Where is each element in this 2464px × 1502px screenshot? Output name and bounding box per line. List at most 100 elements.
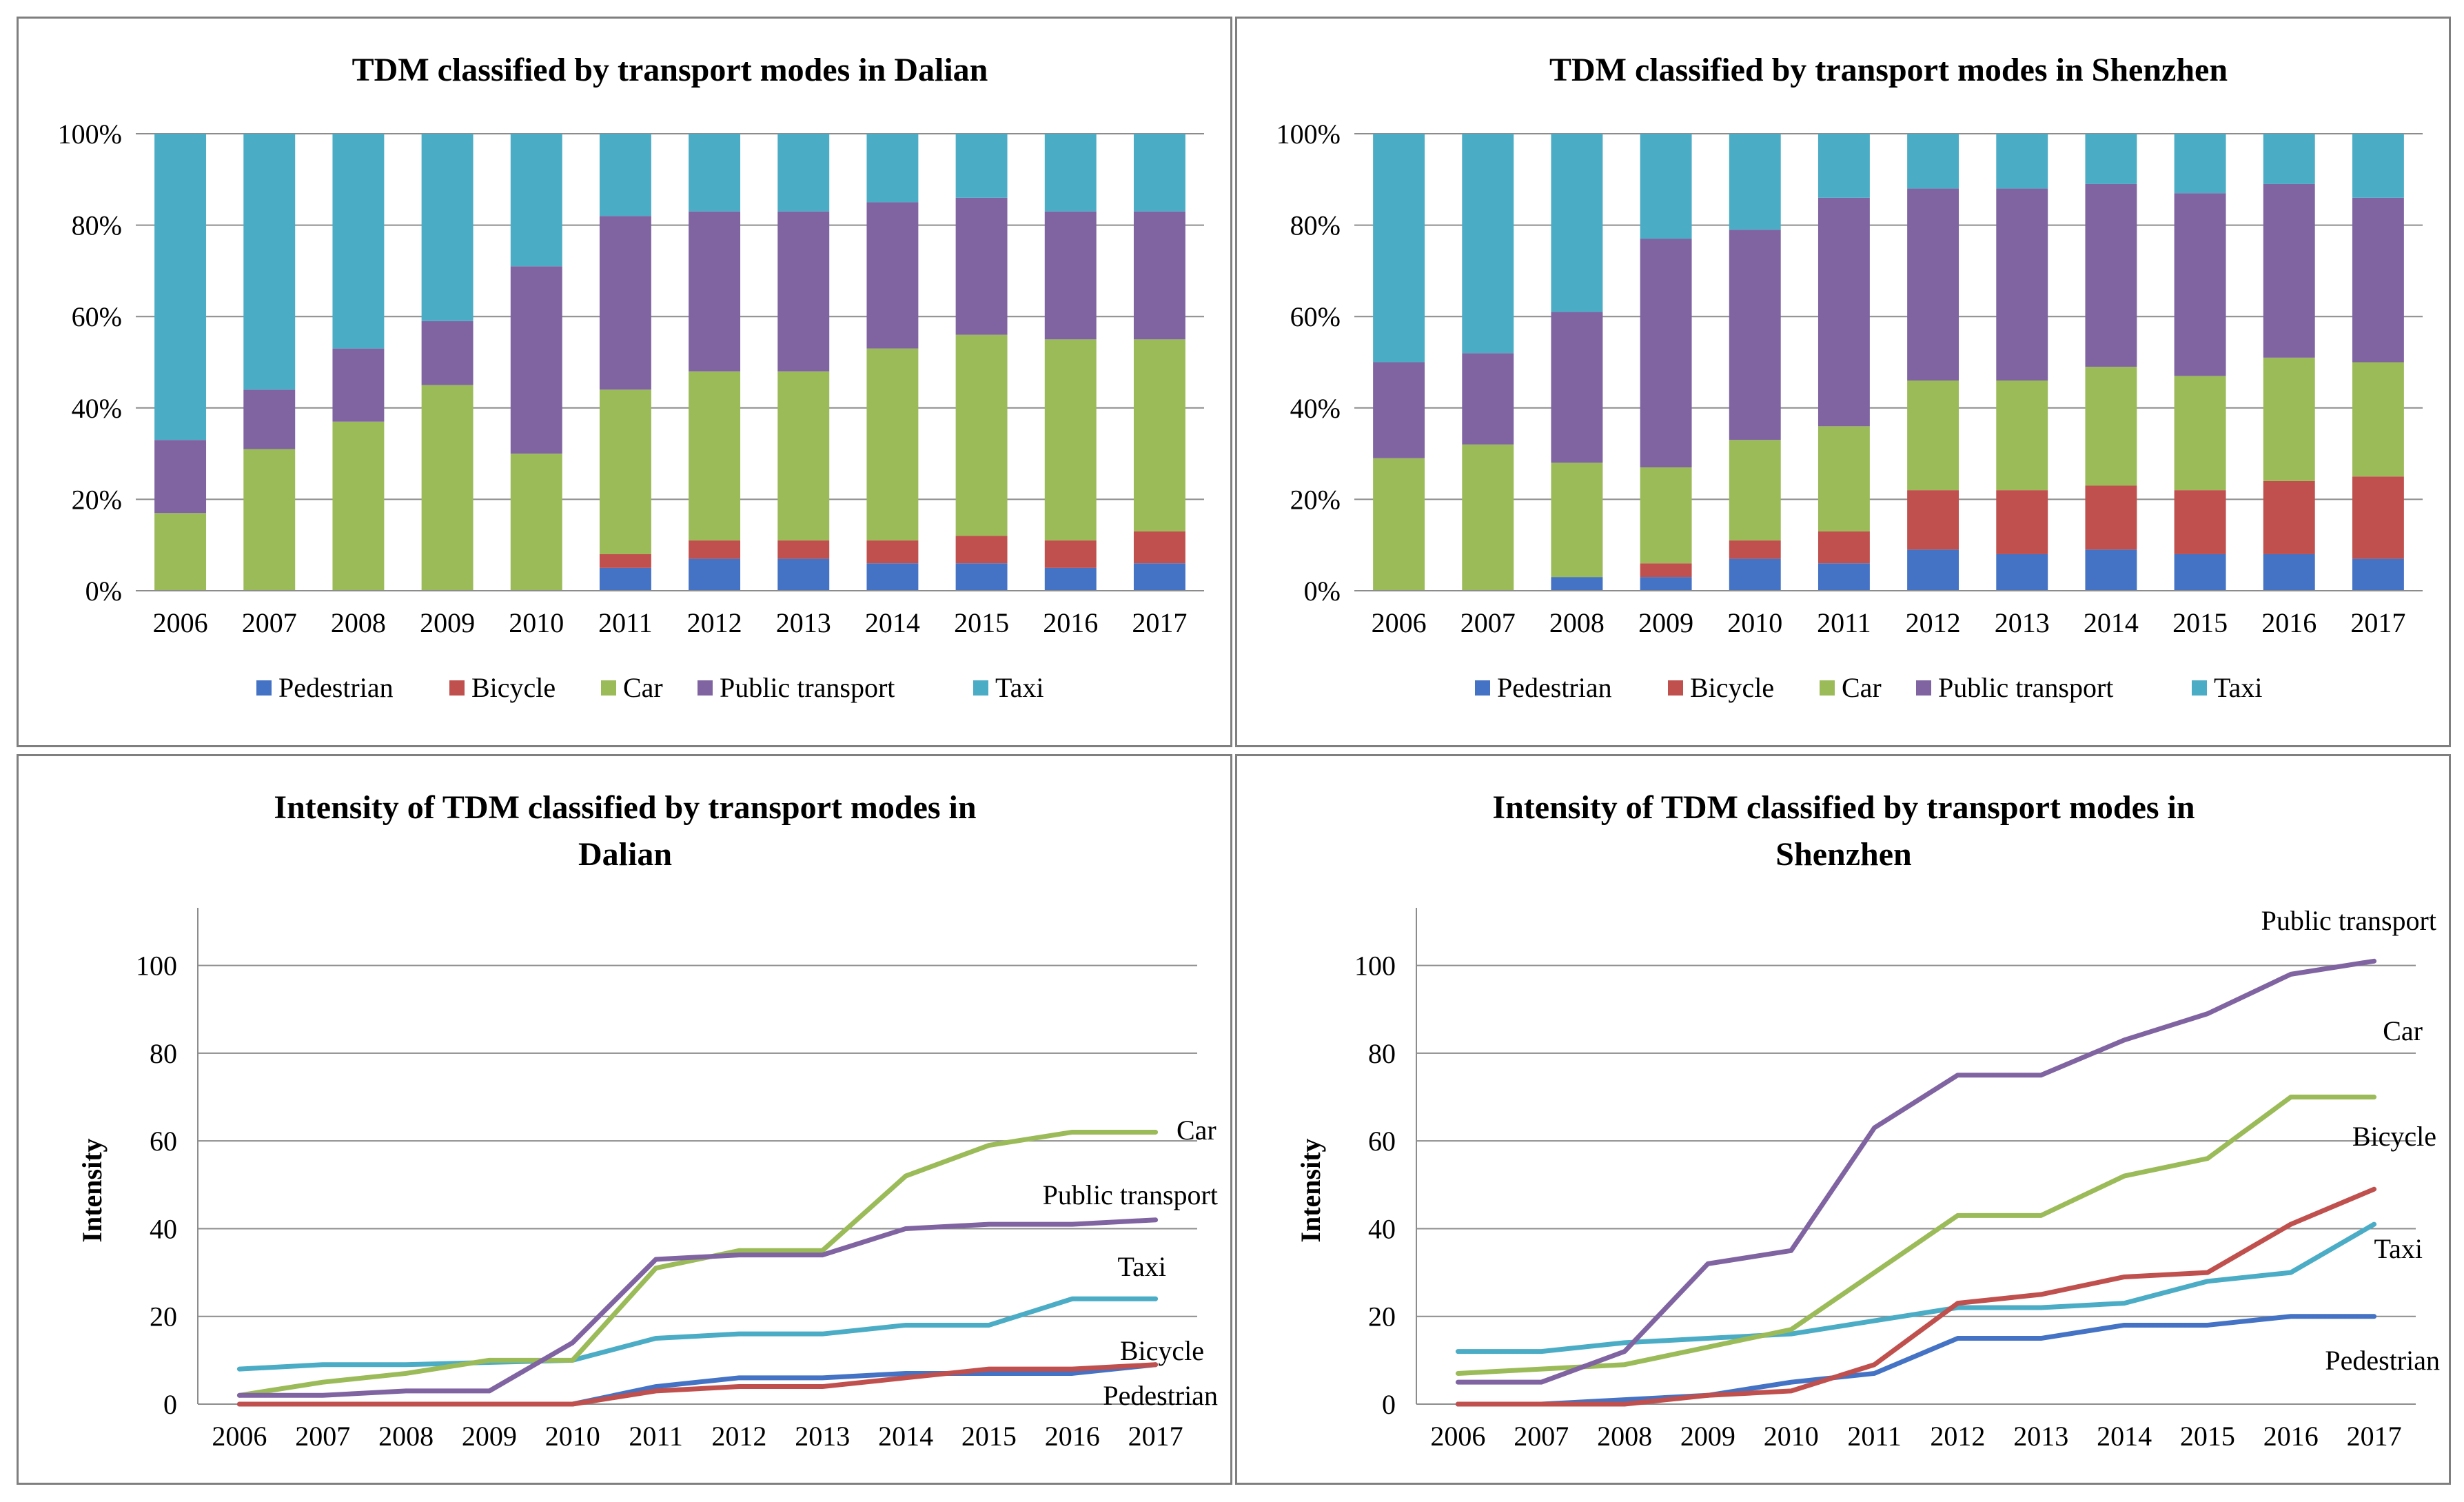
x-tick-label: 2008: [378, 1421, 434, 1452]
bar-public-transport: [2263, 183, 2315, 358]
x-tick-label: 2014: [2084, 607, 2139, 638]
x-tick-label: 2014: [2097, 1421, 2152, 1452]
bar-pedestrian: [1729, 558, 1781, 591]
bar-bicycle: [2352, 476, 2404, 559]
y-tick-label: 20: [1368, 1301, 1396, 1332]
y-tick-label: 100%: [1276, 119, 1341, 150]
x-tick-label: 2013: [776, 607, 831, 638]
bar-bicycle: [1640, 563, 1692, 578]
bar-car: [243, 449, 296, 591]
bar-pedestrian: [955, 563, 1008, 591]
bar-taxi: [243, 134, 296, 390]
x-tick-label: 2007: [242, 607, 297, 638]
bar-taxi: [1640, 134, 1692, 239]
bar-pedestrian: [689, 558, 741, 591]
legend-swatch-public-transport: [1916, 680, 1931, 696]
x-tick-label: 2009: [462, 1421, 517, 1452]
bar-bicycle: [1996, 490, 2048, 554]
bar-public-transport: [955, 197, 1008, 335]
legend-swatch-bicycle: [449, 680, 465, 696]
bar-public-transport: [1729, 230, 1781, 440]
x-tick-label: 2006: [153, 607, 208, 638]
bar-taxi: [599, 134, 651, 216]
x-tick-label: 2010: [1727, 607, 1782, 638]
y-tick-label: 0: [163, 1389, 177, 1420]
x-tick-label: 2009: [1680, 1421, 1735, 1452]
legend-label-bicycle: Bicycle: [1690, 672, 1774, 703]
x-tick-label: 2013: [1995, 607, 2050, 638]
chart-title-line: Intensity of TDM classified by transport…: [274, 789, 976, 826]
bar-public-transport: [421, 321, 474, 385]
y-tick-label: 20%: [1290, 484, 1341, 515]
legend-label-public-transport: Public transport: [1938, 672, 2113, 703]
y-tick-label: 0%: [1304, 576, 1341, 607]
legend-label-taxi: Taxi: [2214, 672, 2263, 703]
bar-pedestrian: [777, 558, 830, 591]
legend-swatch-pedestrian: [256, 680, 272, 696]
x-tick-label: 2012: [1906, 607, 1961, 638]
x-tick-label: 2009: [420, 607, 475, 638]
series-label-pedestrian: Pedestrian: [1103, 1380, 1218, 1411]
bar-public-transport: [2085, 183, 2137, 367]
bar-pedestrian: [1133, 563, 1185, 591]
bar-pedestrian: [2085, 549, 2137, 591]
bar-taxi: [332, 134, 385, 349]
legend-label-pedestrian: Pedestrian: [278, 672, 394, 703]
line-taxi: [236, 1296, 1159, 1372]
bar-pedestrian: [1907, 549, 1959, 591]
bar-public-transport: [1818, 197, 1870, 427]
series-label-public-transport: Public transport: [2261, 905, 2436, 936]
x-tick-label: 2008: [331, 607, 386, 638]
x-tick-label: 2017: [2347, 1421, 2402, 1452]
bar-taxi: [2174, 134, 2226, 194]
x-tick-label: 2007: [1514, 1421, 1569, 1452]
bar-taxi: [1373, 134, 1425, 363]
bar-car: [1462, 444, 1514, 591]
y-tick-label: 80%: [1290, 210, 1341, 241]
bar-public-transport: [2352, 197, 2404, 363]
x-tick-label: 2011: [1817, 607, 1871, 638]
bar-pedestrian: [1551, 577, 1603, 591]
x-tick-label: 2009: [1638, 607, 1693, 638]
bar-car: [599, 389, 651, 554]
bar-bicycle: [1818, 531, 1870, 564]
legend-swatch-taxi: [2192, 680, 2207, 696]
chart-title: TDM classified by transport modes in Dal…: [352, 52, 988, 88]
bar-bicycle: [866, 540, 919, 564]
legend-label-car: Car: [623, 672, 663, 703]
chart-dalian-share: TDM classified by transport modes in Dal…: [58, 52, 1204, 703]
bar-taxi: [1133, 134, 1185, 212]
bar-car: [2174, 376, 2226, 491]
bar-public-transport: [1551, 312, 1603, 463]
bar-taxi: [1551, 134, 1603, 312]
bar-taxi: [1907, 134, 1959, 189]
bar-car: [1729, 440, 1781, 541]
bar-public-transport: [599, 216, 651, 390]
chart-title-line: Shenzhen: [1775, 836, 1911, 873]
legend-label-car: Car: [1842, 672, 1882, 703]
bar-car: [866, 348, 919, 541]
x-tick-label: 2012: [1930, 1421, 1985, 1452]
line-car: [236, 1129, 1159, 1398]
bar-pedestrian: [1640, 577, 1692, 591]
bar-taxi: [510, 134, 562, 267]
bar-pedestrian: [2352, 558, 2404, 591]
bar-car: [1044, 339, 1097, 541]
x-tick-label: 2015: [954, 607, 1009, 638]
bar-car: [332, 421, 385, 591]
x-tick-label: 2015: [961, 1421, 1017, 1452]
bar-car: [1640, 467, 1692, 564]
bar-car: [421, 385, 474, 591]
y-tick-label: 40%: [72, 393, 122, 424]
bar-car: [154, 513, 207, 591]
y-tick-label: 60: [1368, 1126, 1396, 1157]
bar-car: [955, 334, 1008, 536]
bar-car: [1551, 463, 1603, 578]
x-tick-label: 2017: [1128, 1421, 1183, 1452]
x-tick-label: 2010: [509, 607, 564, 638]
legend-swatch-pedestrian: [1475, 680, 1490, 696]
y-tick-label: 60: [150, 1126, 177, 1157]
bar-pedestrian: [1044, 567, 1097, 591]
x-tick-label: 2007: [1460, 607, 1516, 638]
x-tick-label: 2017: [1132, 607, 1187, 638]
